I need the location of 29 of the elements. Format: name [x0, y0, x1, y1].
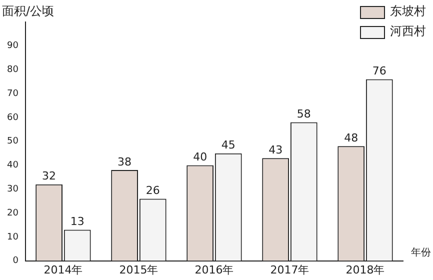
- y-tick-label: 80: [7, 65, 19, 76]
- legend-label: 河西村: [390, 24, 426, 38]
- y-tick-label: 10: [7, 232, 19, 242]
- y-tick-label: 0: [12, 256, 19, 266]
- y-tick-label: 90: [7, 41, 19, 52]
- y-tick-label: 60: [7, 112, 19, 123]
- data-label: 45: [221, 138, 236, 152]
- data-label: 76: [372, 64, 386, 78]
- data-label: 58: [296, 108, 311, 121]
- x-tick-label: 2014年: [44, 263, 83, 276]
- y-axis-title: 面积/公顷: [2, 4, 54, 18]
- data-label: 13: [70, 215, 84, 228]
- x-axis-title: 年份: [411, 246, 431, 258]
- y-tick-label: 20: [7, 208, 19, 218]
- y-tick-label: 50: [7, 136, 19, 147]
- legend-label: 东坡村: [390, 4, 426, 18]
- x-tick-label: 2016年: [194, 263, 234, 276]
- y-tick-label: 70: [7, 88, 19, 99]
- x-tick-label: 2015年: [119, 263, 158, 276]
- x-tick-label: 2017年: [270, 263, 310, 276]
- data-label: 43: [268, 143, 283, 156]
- x-tick-label: 2018年: [346, 263, 385, 276]
- data-label: 40: [193, 150, 208, 164]
- data-label: 38: [118, 155, 132, 168]
- y-tick-label: 40: [7, 160, 19, 171]
- data-label: 26: [146, 184, 160, 198]
- data-label: 48: [344, 132, 358, 145]
- data-label: 32: [42, 170, 56, 183]
- y-tick-label: 30: [7, 184, 19, 195]
